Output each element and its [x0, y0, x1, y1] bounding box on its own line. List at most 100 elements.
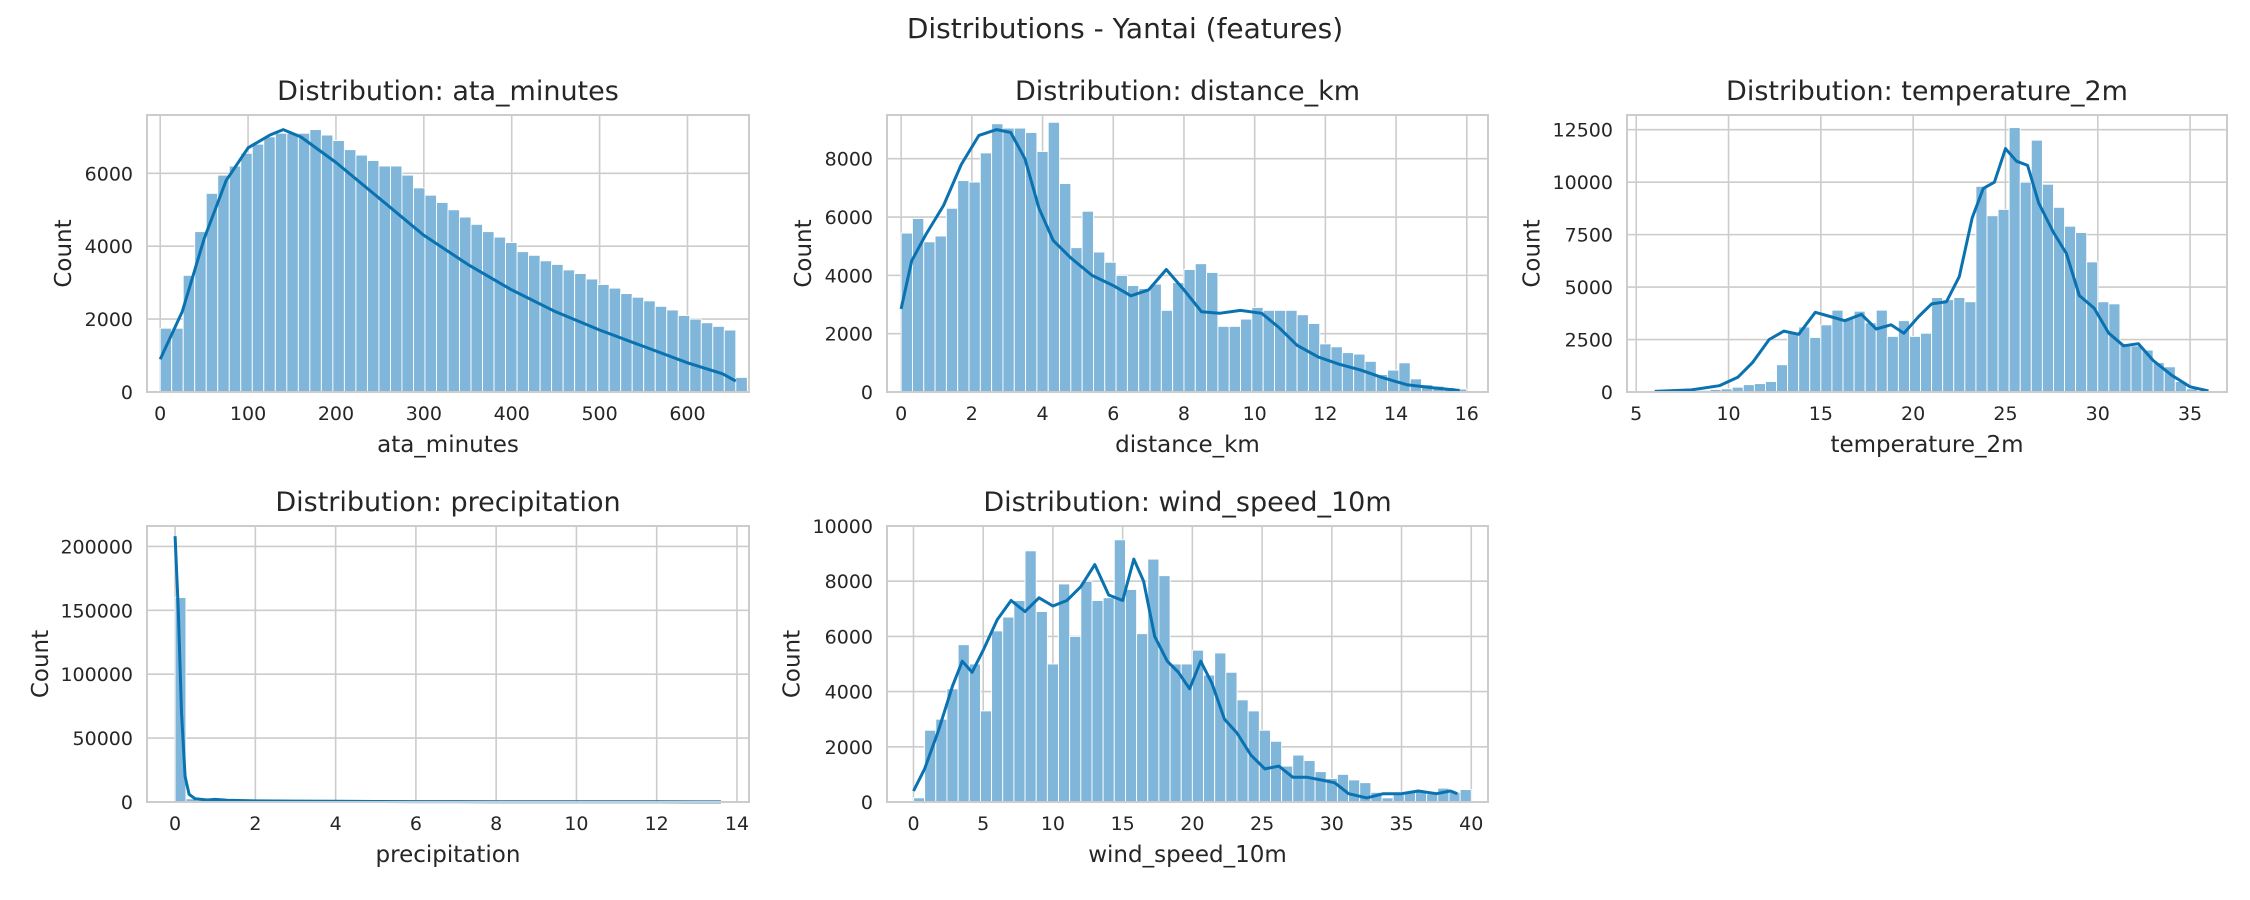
- histogram-bar: [666, 309, 679, 393]
- histogram-bar: [1236, 699, 1249, 803]
- histogram-bar: [493, 236, 507, 393]
- y-tick-label: 50000: [73, 728, 133, 750]
- y-tick-label: 0: [121, 792, 133, 814]
- chart-panel-4: 0 2 4 6 8 10 12 14 0 50000 100000 150000 200000 Distr…: [28, 487, 750, 868]
- histogram-bar: [1225, 671, 1238, 803]
- y-tick-label: 150000: [60, 600, 133, 622]
- y-tick-label: 6000: [85, 163, 133, 185]
- histogram-bar: [1036, 150, 1049, 393]
- x-tick-label: 30: [2086, 403, 2110, 425]
- y-tick-label: 2500: [1565, 330, 1613, 352]
- x-axis-label: ata_minutes: [377, 432, 519, 458]
- histogram-bar: [2119, 343, 2132, 393]
- histogram-bar: [1081, 210, 1094, 393]
- histogram-bar: [1113, 539, 1126, 803]
- histogram-bar: [677, 315, 691, 393]
- panel-title: Distribution: distance_km: [1015, 76, 1360, 107]
- histogram-bar: [1886, 335, 1899, 393]
- x-tick-label: 400: [494, 403, 530, 425]
- histogram-bar: [1986, 215, 1999, 393]
- x-tick-label: 0: [169, 813, 181, 835]
- y-tick-label: 7500: [1565, 225, 1613, 247]
- x-tick-label: 200: [318, 403, 354, 425]
- histogram-bar: [1920, 332, 1933, 393]
- histogram-bar: [263, 136, 276, 393]
- x-tick-label: 5: [977, 813, 989, 835]
- histogram-bar: [585, 278, 599, 393]
- histogram-bar: [1046, 663, 1059, 803]
- x-tick-label: 8: [490, 813, 502, 835]
- histogram-bar: [1742, 384, 1755, 393]
- panel-title: Distribution: wind_speed_10m: [983, 487, 1391, 518]
- x-tick-label: 0: [907, 813, 919, 835]
- histogram-bar: [205, 192, 219, 393]
- histogram-bar: [413, 187, 426, 393]
- x-tick-label: 20: [1180, 813, 1204, 835]
- histogram-bar: [1319, 343, 1332, 393]
- y-tick-label: 4000: [85, 236, 133, 258]
- histogram-bar: [217, 174, 230, 393]
- histogram-bar: [1353, 353, 1366, 393]
- histogram-bar: [1069, 635, 1082, 803]
- histogram-bar: [1138, 288, 1151, 393]
- x-tick-label: 10: [1716, 403, 1740, 425]
- histogram-bar: [171, 327, 184, 393]
- histogram-bar: [1149, 283, 1162, 393]
- histogram-bar: [1270, 740, 1283, 803]
- panel-title: Distribution: ata_minutes: [277, 76, 619, 107]
- y-tick-label: 2000: [825, 737, 873, 759]
- histogram-bar: [309, 129, 322, 393]
- y-tick-label: 0: [861, 792, 873, 814]
- histogram-bar: [1091, 600, 1104, 803]
- y-axis-label: Count: [51, 219, 77, 287]
- x-axis-label: precipitation: [376, 842, 521, 868]
- histogram-bar: [2019, 181, 2032, 393]
- y-tick-label: 0: [121, 382, 133, 404]
- axes-frame: [146, 114, 750, 393]
- y-axis-label: Count: [791, 219, 817, 287]
- histogram-bar: [274, 132, 288, 393]
- histogram-bar: [900, 232, 913, 393]
- histogram-bar: [562, 269, 576, 393]
- histogram-bar: [240, 152, 253, 393]
- y-tick-label: 10000: [813, 516, 873, 538]
- histogram-bar: [1285, 309, 1298, 393]
- histogram-bar: [1975, 185, 1988, 393]
- kde-line: [158, 128, 737, 383]
- y-tick-label: 10000: [1553, 172, 1613, 194]
- x-tick-label: 15: [1111, 813, 1135, 835]
- histogram-bar: [991, 123, 1004, 393]
- histogram-bar: [723, 329, 737, 393]
- histogram-bar: [1059, 183, 1072, 393]
- histogram-bar: [1931, 297, 1944, 393]
- histogram-bar: [1035, 611, 1048, 803]
- x-tick-label: 30: [1320, 813, 1344, 835]
- kde-line: [899, 128, 1460, 392]
- histogram-bar: [1013, 600, 1026, 803]
- histogram-bar: [1314, 771, 1327, 803]
- histogram-bar: [1058, 583, 1071, 803]
- histogram-bar: [991, 630, 1004, 803]
- x-tick-label: 40: [1459, 813, 1483, 835]
- y-tick-label: 200000: [60, 536, 133, 558]
- histogram-bar: [528, 254, 541, 393]
- histogram-bar: [1169, 663, 1182, 803]
- histogram-bar: [1776, 364, 1789, 393]
- histogram-bar: [343, 149, 357, 393]
- histogram-bar: [401, 174, 414, 393]
- figure-title: Distributions - Yantai (features): [906, 12, 1344, 45]
- x-tick-label: 500: [581, 403, 617, 425]
- histogram-bar: [1864, 322, 1877, 393]
- histogram-bar: [551, 263, 564, 393]
- x-tick-label: 16: [1455, 403, 1479, 425]
- histogram-bar: [1853, 310, 1866, 393]
- y-tick-label: 12500: [1553, 120, 1613, 142]
- x-tick-label: 4: [330, 813, 342, 835]
- histogram-bar: [1002, 616, 1015, 803]
- x-tick-label: 14: [1384, 403, 1408, 425]
- axes-frame: [886, 114, 1489, 393]
- y-tick-label: 2000: [825, 324, 873, 346]
- histogram-bar: [1124, 589, 1138, 803]
- x-tick-label: 12: [645, 813, 669, 835]
